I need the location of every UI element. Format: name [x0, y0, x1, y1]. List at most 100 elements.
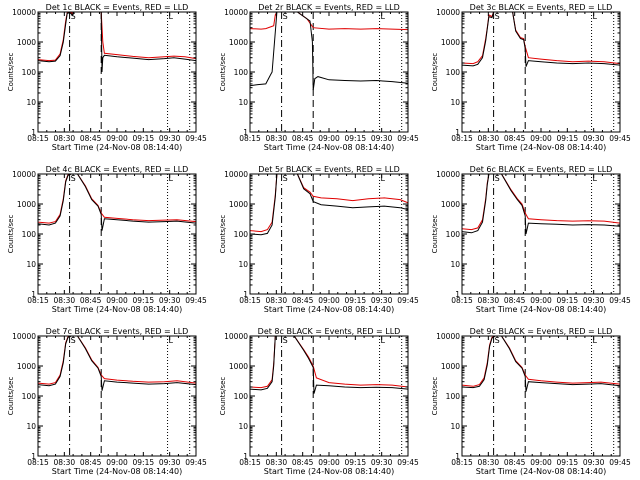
y-tick-label: 1: [31, 290, 36, 299]
x-tick-label: 08:30: [54, 458, 76, 467]
x-tick-label: 08:45: [80, 296, 102, 305]
marker-label: S: [71, 336, 76, 345]
y-axis-label: Counts/sec: [219, 377, 227, 416]
marker-label: L: [381, 336, 386, 345]
y-axis-label: Counts/sec: [219, 53, 227, 92]
x-tick-label: 09:15: [345, 134, 367, 143]
x-tick-label: 09:00: [318, 134, 340, 143]
chart-title: Det 6c BLACK = Events, RED = LLD: [470, 165, 613, 174]
y-tick-label: 10000: [436, 332, 460, 341]
x-axis-label: Start Time (24-Nov-08 08:14:40): [52, 305, 182, 314]
series-line-2: [462, 174, 620, 235]
marker-label: L: [593, 12, 598, 21]
x-tick-label: 08:15: [27, 458, 49, 467]
x-tick-label: 09:45: [185, 458, 207, 467]
y-tick-label: 1000: [17, 200, 36, 209]
chart-title: Det 7c BLACK = Events, RED = LLD: [46, 327, 189, 336]
x-tick-label: 08:30: [478, 296, 500, 305]
x-tick-label: 08:15: [239, 296, 261, 305]
marker-label: S: [71, 12, 76, 21]
x-tick-label: 09:15: [557, 458, 579, 467]
marker-label: L: [593, 336, 598, 345]
x-tick-label: 08:15: [239, 134, 261, 143]
x-tick-label: 08:45: [80, 458, 102, 467]
chart-title: Det 2r BLACK = Events, RED = LLD: [258, 3, 400, 12]
x-tick-label: 08:15: [27, 134, 49, 143]
y-axis-label: Counts/sec: [7, 215, 15, 254]
x-tick-label: 09:45: [185, 134, 207, 143]
y-tick-label: 1: [243, 128, 248, 137]
x-tick-label: 08:15: [451, 134, 473, 143]
x-tick-label: 08:45: [80, 134, 102, 143]
y-tick-label: 10: [450, 422, 460, 431]
y-tick-label: 1000: [441, 38, 460, 47]
y-tick-label: 1000: [17, 38, 36, 47]
chart-title: Det 5r BLACK = Events, RED = LLD: [258, 165, 400, 174]
marker-label: L: [381, 174, 386, 183]
y-tick-label: 10: [238, 260, 248, 269]
y-tick-label: 1000: [229, 200, 248, 209]
y-tick-label: 1: [243, 452, 248, 461]
y-tick-label: 10000: [436, 8, 460, 17]
x-tick-label: 09:45: [397, 458, 419, 467]
series-line-2: [462, 12, 620, 67]
marker-label: S: [283, 12, 288, 21]
plot-frame: [461, 173, 621, 295]
marker-label: L: [593, 174, 598, 183]
series-line-2: [250, 12, 408, 91]
x-tick-label: 09:00: [530, 458, 552, 467]
y-axis-label: Counts/sec: [7, 377, 15, 416]
x-tick-label: 09:30: [371, 458, 393, 467]
y-tick-label: 1000: [17, 362, 36, 371]
x-axis-label: Start Time (24-Nov-08 08:14:40): [476, 143, 606, 152]
x-tick-label: 08:30: [266, 296, 288, 305]
y-axis-label: Counts/sec: [431, 215, 439, 254]
y-tick-label: 100: [446, 230, 461, 239]
x-tick-label: 09:30: [159, 296, 181, 305]
x-tick-label: 09:30: [583, 296, 605, 305]
marker-label: S: [495, 12, 500, 21]
y-tick-label: 10000: [436, 170, 460, 179]
y-tick-label: 10000: [12, 170, 36, 179]
y-tick-label: 1: [455, 452, 460, 461]
y-axis-label: Counts/sec: [431, 377, 439, 416]
y-tick-label: 1: [455, 128, 460, 137]
x-axis-label: Start Time (24-Nov-08 08:14:40): [264, 143, 394, 152]
marker-label: L: [381, 12, 386, 21]
plot-frame: [461, 335, 621, 457]
y-tick-label: 10: [450, 260, 460, 269]
marker-label: L: [169, 174, 174, 183]
y-tick-label: 10000: [12, 332, 36, 341]
y-tick-label: 100: [446, 68, 461, 77]
series-line-2: [38, 12, 196, 73]
plot-frame: [249, 11, 409, 133]
marker-label: S: [495, 174, 500, 183]
x-tick-label: 08:30: [266, 134, 288, 143]
x-tick-label: 08:45: [292, 458, 314, 467]
x-tick-label: 09:30: [159, 134, 181, 143]
marker-label: L: [169, 12, 174, 21]
y-tick-label: 1000: [229, 38, 248, 47]
x-tick-label: 09:45: [185, 296, 207, 305]
x-axis-label: Start Time (24-Nov-08 08:14:40): [52, 143, 182, 152]
x-tick-label: 08:30: [54, 134, 76, 143]
y-axis-label: Counts/sec: [7, 53, 15, 92]
marker-label: L: [169, 336, 174, 345]
plot-frame: [37, 11, 197, 133]
y-axis-label: Counts/sec: [219, 215, 227, 254]
x-tick-label: 09:30: [371, 296, 393, 305]
y-tick-label: 10000: [12, 8, 36, 17]
x-tick-label: 08:45: [292, 134, 314, 143]
x-tick-label: 08:15: [27, 296, 49, 305]
y-tick-label: 1: [31, 452, 36, 461]
chart-title: Det 8c BLACK = Events, RED = LLD: [258, 327, 401, 336]
chart-title: Det 4c BLACK = Events, RED = LLD: [46, 165, 189, 174]
x-tick-label: 09:00: [106, 458, 128, 467]
x-axis-label: Start Time (24-Nov-08 08:14:40): [264, 467, 394, 476]
x-tick-label: 09:00: [530, 134, 552, 143]
